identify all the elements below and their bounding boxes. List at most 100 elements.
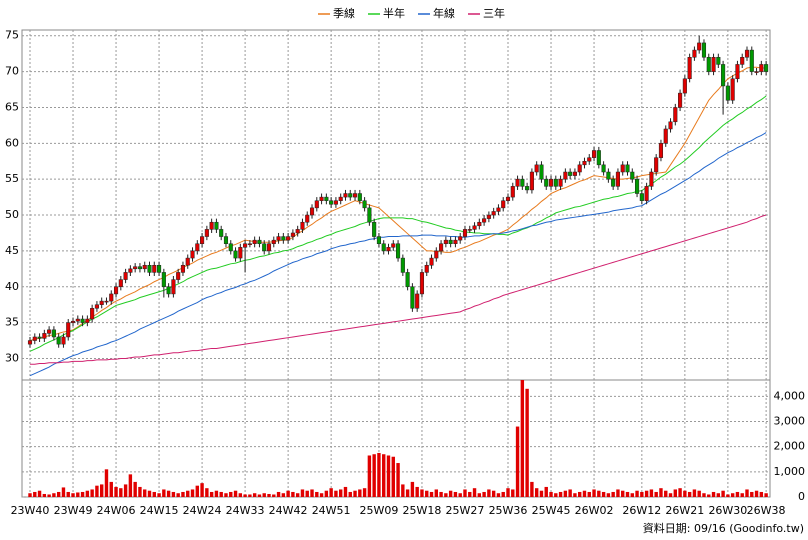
- volume-bar: [329, 488, 333, 497]
- candle-body: [367, 207, 372, 223]
- volume-bar: [692, 489, 697, 497]
- volume-bar: [358, 489, 362, 497]
- candle-body: [66, 322, 71, 338]
- candle-body: [582, 161, 587, 166]
- candle-body: [764, 64, 769, 72]
- volume-bar: [85, 490, 90, 497]
- volume-bar: [702, 493, 706, 497]
- candle-body: [271, 239, 276, 244]
- y-tick-label: 45: [5, 244, 19, 257]
- candle-body: [630, 171, 635, 180]
- candle-body: [386, 247, 391, 252]
- volume-bar: [119, 488, 123, 497]
- candle-body: [635, 178, 640, 194]
- volume-bar: [711, 491, 716, 497]
- volume-bar: [229, 491, 233, 497]
- x-tick-label: 24W15: [140, 504, 179, 517]
- volume-bar: [310, 489, 314, 497]
- y2-tick-label: 4,000: [774, 389, 806, 402]
- candle-body: [348, 193, 353, 198]
- y-tick-label: 70: [5, 65, 19, 78]
- volume-bar: [735, 491, 740, 497]
- volume-bar: [463, 489, 467, 497]
- candle-body: [338, 196, 343, 201]
- volume-bar: [635, 490, 639, 497]
- volume-bar: [272, 494, 276, 497]
- candle-body: [415, 293, 420, 309]
- candle-body: [209, 221, 214, 230]
- candle-body: [300, 221, 305, 230]
- candle-body: [290, 232, 295, 237]
- candle-body: [596, 150, 601, 166]
- y-tick-label: 65: [5, 100, 19, 113]
- candle-body: [352, 193, 358, 198]
- volume-bar: [262, 493, 266, 497]
- candle-body: [606, 171, 611, 180]
- volume-bar: [257, 494, 262, 497]
- volume-bar: [630, 493, 634, 497]
- candle-body: [243, 243, 248, 248]
- candle-body: [534, 164, 539, 173]
- volume-bar: [511, 489, 515, 497]
- candle-body: [161, 272, 166, 288]
- volume-bar: [578, 491, 582, 497]
- volume-bar: [563, 490, 568, 497]
- candle-body: [620, 164, 625, 173]
- x-tick-label: 24W51: [312, 504, 351, 517]
- volume-bar: [66, 491, 70, 497]
- candle-body: [673, 107, 678, 123]
- volume-bar: [291, 491, 295, 497]
- volume-bar: [205, 488, 209, 497]
- candle-body: [663, 128, 668, 144]
- volume-bar: [439, 491, 443, 497]
- volume-bar: [730, 493, 735, 497]
- volume-bar: [128, 474, 133, 497]
- candle-body: [572, 171, 577, 176]
- volume-bar: [224, 493, 228, 497]
- candle-body: [711, 57, 716, 72]
- candle-body: [219, 229, 224, 237]
- candle-body: [200, 236, 205, 244]
- candle-body: [577, 164, 582, 173]
- volume-bar: [47, 494, 51, 497]
- candle-body: [309, 207, 315, 216]
- volume-bar: [611, 491, 615, 497]
- volume-bar: [482, 491, 486, 497]
- legend-label: 年線: [433, 6, 455, 20]
- volume-bar: [453, 491, 458, 497]
- volume-bar: [386, 455, 391, 497]
- volume-bar: [114, 486, 118, 497]
- volume-bar: [659, 488, 663, 497]
- candle-body: [147, 264, 152, 273]
- candle-body: [257, 239, 262, 244]
- volume-bar: [382, 454, 386, 497]
- volume-bar: [252, 493, 257, 497]
- volume-bar: [372, 454, 376, 497]
- candle-body: [324, 196, 329, 201]
- candle-body: [228, 243, 233, 252]
- candle-body: [32, 336, 37, 341]
- candle-body: [381, 243, 386, 252]
- candle-body: [759, 64, 764, 72]
- candle-body: [486, 214, 491, 219]
- candle-body: [276, 236, 281, 241]
- candle-body: [85, 318, 90, 323]
- candle-body: [548, 178, 554, 187]
- volume-bar: [286, 490, 290, 497]
- candle-body: [520, 178, 525, 187]
- candle-body: [247, 243, 252, 245]
- volume-bar: [530, 481, 534, 497]
- candle-body: [716, 57, 721, 65]
- candle-body: [443, 239, 448, 244]
- volume-bar: [90, 489, 94, 497]
- volume-bar: [162, 489, 166, 497]
- candle-body: [467, 229, 472, 231]
- x-tick-label: 26W02: [575, 504, 614, 517]
- candle-body: [658, 143, 664, 158]
- candle-body: [692, 49, 697, 58]
- legend-label: 季線: [333, 6, 355, 20]
- x-tick-label: 23W49: [54, 504, 93, 517]
- candle-body: [400, 257, 405, 273]
- candle-body: [185, 257, 190, 266]
- volume-bar: [534, 488, 539, 497]
